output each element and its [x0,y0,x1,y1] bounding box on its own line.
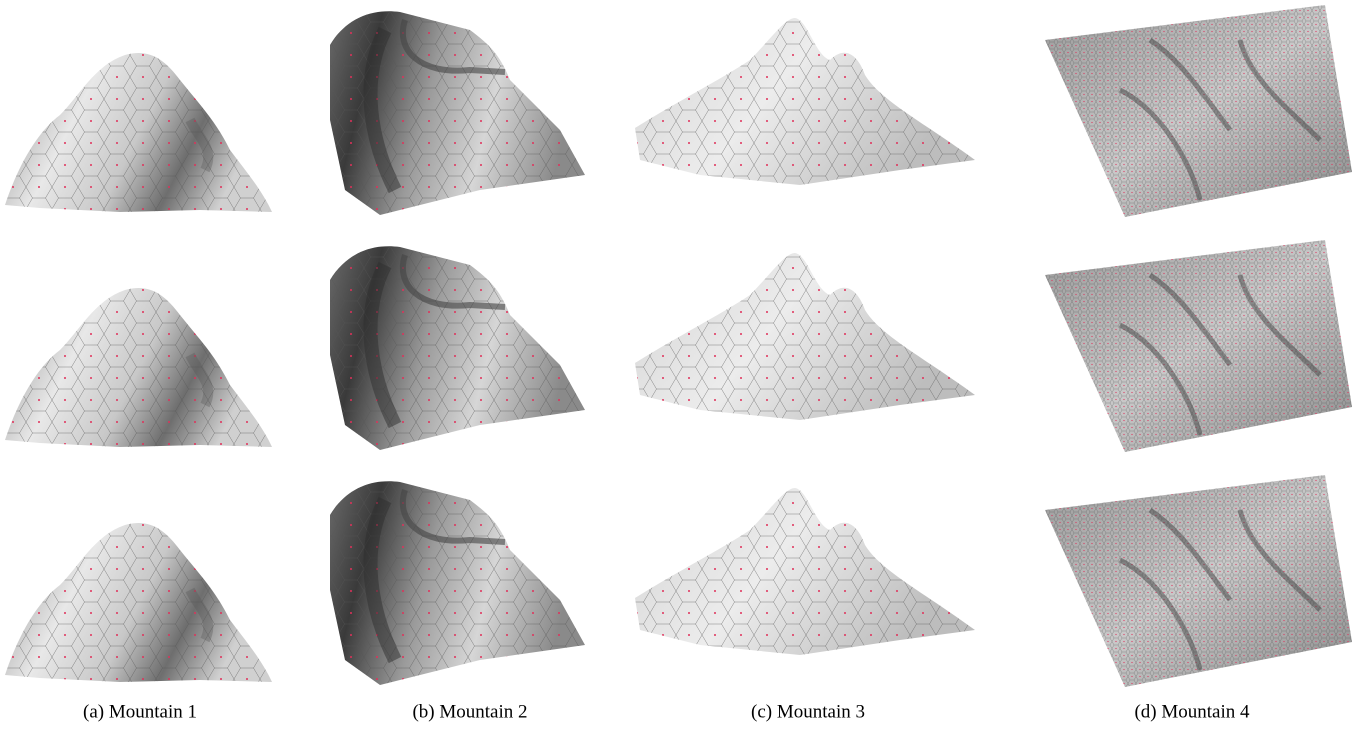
mountain-render [635,488,975,655]
figure: (a) Mountain 1 (b) Mountain 2 (c) Mounta… [0,0,1357,730]
caption: (b) Mountain 2 [412,701,527,722]
mountain-render [5,53,272,212]
caption: (a) Mountain 1 [83,701,197,722]
mountain-render [330,246,585,450]
mountain-render [5,523,272,682]
mountain-render [1045,475,1352,687]
caption: (c) Mountain 3 [751,701,865,722]
mountain-render [330,11,585,215]
rendering-row [5,240,1352,452]
rendering-row [5,475,1352,687]
rendering-row [5,5,1352,217]
caption: (d) Mountain 4 [1134,701,1250,722]
mountain-render [5,288,272,447]
mountain-render [1045,5,1352,217]
mountain-render [635,253,975,420]
mountain-render [635,18,975,185]
mountain-render [1045,240,1352,452]
mountain-render [330,481,585,685]
page: {"figure": {"panels": [ {"caption": "(a)… [0,0,1357,730]
